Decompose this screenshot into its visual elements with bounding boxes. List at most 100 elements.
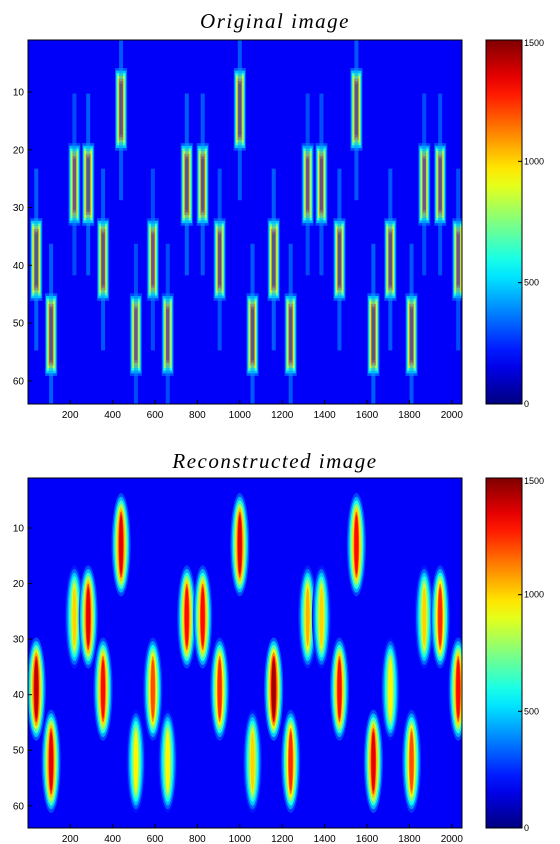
blob [146,168,159,351]
y-tick-label: 40 [13,261,25,272]
blob-layer [34,659,39,719]
blob-sidelobe [250,243,255,404]
blob-sidelobe [388,168,393,351]
blob-sidelobe [237,40,242,201]
blob-layer [72,587,77,647]
blob [264,637,284,741]
blob-layer [101,659,106,719]
colorbar [485,39,523,405]
blob [93,637,113,741]
y-tick-label: 50 [13,746,25,757]
blob [246,243,259,404]
blob [401,709,422,813]
x-tick-label: 1600 [356,834,379,844]
blob [196,93,209,276]
blob [367,243,380,404]
blob [143,637,163,741]
x-tick-label: 1200 [271,410,294,421]
blob-sidelobe [217,168,222,351]
x-tick-label: 2000 [441,834,464,844]
blob [267,168,280,351]
blob [78,565,98,669]
blob [298,565,318,669]
x-tick-label: 1800 [398,410,421,421]
blob [41,709,61,813]
x-tick-label: 1200 [271,834,294,844]
blob-sidelobe [409,243,414,404]
blob [158,709,178,813]
blob [333,168,346,351]
blob [405,243,418,404]
blob [177,565,197,669]
colorbar-tick-label: 0 [524,399,529,409]
chart-title: Original image [200,9,350,33]
y-tick-label: 30 [13,635,25,646]
colorbar-tick-label: 1000 [524,590,544,600]
blob-layer [288,731,293,791]
blob [180,93,193,276]
x-tick-label: 800 [189,410,206,421]
blob [414,565,434,669]
blob-layer [319,587,324,647]
blob [64,565,84,669]
blob [363,709,383,813]
colorbar-tick-label: 1500 [524,476,544,486]
blob [315,93,328,276]
x-tick-label: 2000 [441,410,464,421]
blob-layer [150,659,155,719]
colorbar [485,477,523,829]
x-tick-label: 200 [62,834,79,844]
heatmap-blobs [28,493,462,813]
blob [68,93,81,276]
blob-layer [438,587,443,647]
blob-sidelobe [422,93,427,276]
blob [210,637,230,741]
blob-layer [49,731,54,791]
heatmap-blobs [30,40,462,404]
blob [161,243,174,404]
blob-sidelobe [305,93,310,276]
blob-sidelobe [337,168,342,351]
blob-sidelobe [72,93,77,276]
y-tick-label: 30 [13,203,25,214]
blob-sidelobe [101,168,106,351]
blob-layer [305,587,310,647]
blob-sidelobe [119,40,124,201]
colorbar-tick-label: 500 [524,278,539,288]
blob-sidelobe [49,243,54,404]
y-tick-label: 60 [13,801,25,812]
blob-layer [388,659,393,719]
blob [230,493,250,597]
x-tick-label: 400 [104,834,121,844]
blob [311,565,331,669]
blob-sidelobe [133,243,138,404]
blob-sidelobe [184,93,189,276]
x-tick-label: 1400 [313,410,336,421]
blob-sidelobe [271,168,276,351]
blob [129,243,142,404]
blob-sidelobe [165,243,170,404]
y-tick-label: 20 [13,145,25,156]
y-tick-label: 60 [13,376,25,387]
blob-layer [422,587,427,647]
blob [126,709,146,813]
blob [242,709,263,813]
colorbar-tick-label: 0 [524,823,529,833]
x-tick-label: 600 [147,410,164,421]
blob [233,40,246,201]
blob [380,637,400,741]
axes-frame [27,39,463,405]
blob [45,243,58,404]
blob [30,168,43,351]
blob [452,168,462,351]
blob [193,565,213,669]
x-tick-label: 1400 [313,834,336,844]
blob-sidelobe [319,93,324,276]
colorbar-tick-label: 1000 [524,156,544,166]
blob-layer [371,731,376,791]
x-tick-label: 1800 [398,834,421,844]
blob-layer [250,731,255,791]
